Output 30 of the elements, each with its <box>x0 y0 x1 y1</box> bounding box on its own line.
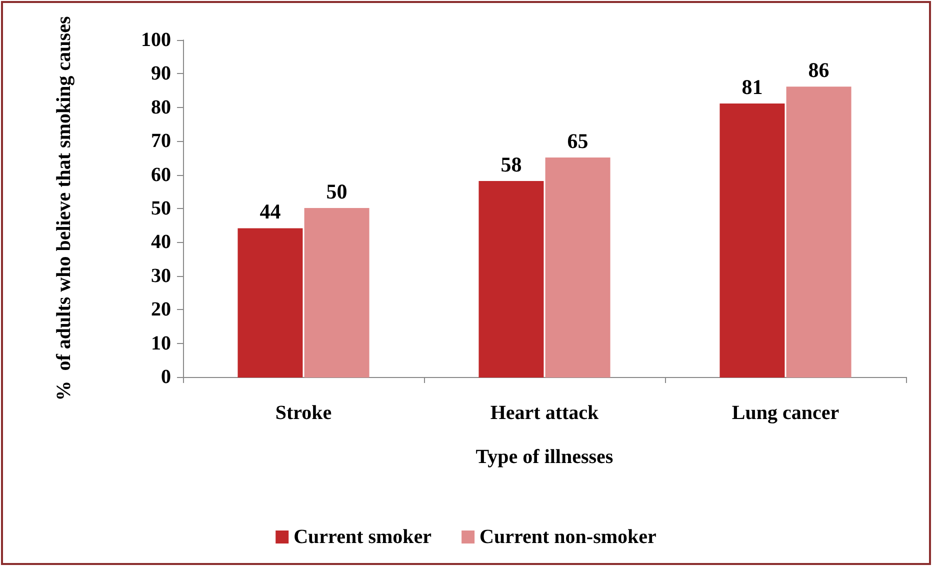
bar <box>786 86 852 378</box>
data-label: 81 <box>742 75 763 100</box>
y-tick-label: 10 <box>151 332 171 354</box>
data-label: 50 <box>326 180 348 204</box>
bar <box>304 208 370 378</box>
data-label: 44 <box>260 200 282 224</box>
bar <box>720 104 785 378</box>
data-label: 86 <box>808 58 830 82</box>
x-tick-label: Stroke <box>275 402 332 424</box>
y-tick-label: 70 <box>151 130 171 152</box>
data-label: 65 <box>567 128 588 153</box>
x-axis-title: Type of illnesses <box>476 446 614 468</box>
bar <box>478 181 544 378</box>
y-tick-label: 0 <box>161 366 171 388</box>
y-tick-label: 30 <box>151 264 171 287</box>
y-tick-label: 50 <box>151 198 171 220</box>
x-tick-label: Heart attack <box>490 402 600 424</box>
bar <box>545 157 610 378</box>
data-label: 58 <box>500 152 522 177</box>
y-tick-label: 20 <box>151 298 171 321</box>
legend-label: Current smoker <box>294 526 432 548</box>
y-axis-title: % of adults who believe that smoking causes <box>53 16 75 401</box>
y-tick-label: 80 <box>151 96 171 118</box>
y-tick-label: 90 <box>151 62 171 85</box>
bar <box>238 228 303 378</box>
y-tick-label: 60 <box>151 164 171 186</box>
x-tick-label: Lung cancer <box>732 402 840 424</box>
y-tick-label: 40 <box>151 231 171 254</box>
legend-label: Current non-smoker <box>480 526 657 548</box>
y-tick-label: 100 <box>141 29 171 51</box>
